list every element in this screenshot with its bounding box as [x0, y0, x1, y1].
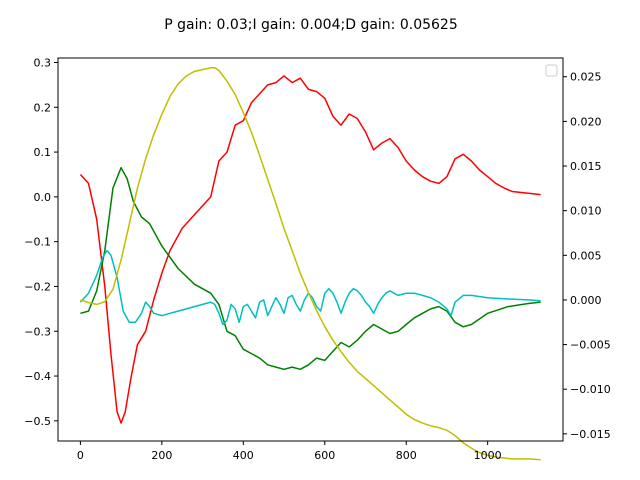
x-tick-label: 600: [314, 449, 335, 462]
x-tick-label: 0: [77, 449, 84, 462]
y-tick-label: 0.1: [34, 146, 52, 159]
y2-tick-label: 0.000: [570, 294, 602, 307]
y-tick-label: −0.1: [24, 236, 51, 249]
y-tick-label: −0.3: [24, 325, 51, 338]
x-tick-label: 400: [233, 449, 254, 462]
y-tick-label: −0.5: [24, 415, 51, 428]
series-line-2: [80, 166, 541, 371]
chart-title: P gain: 0.03;I gain: 0.004;D gain: 0.056…: [164, 17, 457, 33]
y2-tick-label: 0.010: [570, 205, 602, 218]
y-tick-label: −0.4: [24, 370, 51, 383]
y2-tick-label: 0.005: [570, 249, 602, 262]
y-tick-label: 0.2: [34, 101, 52, 114]
series-line-1: [79, 75, 541, 424]
y2-tick-label: −0.005: [570, 339, 611, 352]
y2-tick-label: −0.015: [570, 428, 611, 441]
series-line-3: [79, 249, 541, 326]
y-tick-label: −0.2: [24, 280, 51, 293]
y-tick-label: 0.0: [34, 191, 52, 204]
y2-tick-label: 0.025: [570, 71, 602, 84]
series-line-4: [80, 67, 541, 461]
y-tick-label: 0.3: [34, 56, 52, 69]
plot-area: [79, 67, 541, 461]
x-tick-label: 1000: [474, 449, 502, 462]
axes: 0 200 400 600 800 1000 −0.5 −0.4 −0.3 −0.2 −0.1 0.0…: [24, 56, 610, 462]
y2-tick-label: 0.015: [570, 160, 602, 173]
axes-frame: [57, 57, 564, 442]
x-tick-label: 200: [151, 449, 172, 462]
legend-box: [545, 64, 558, 77]
x-tick-label: 800: [396, 449, 417, 462]
y2-tick-label: −0.010: [570, 383, 611, 396]
y2-tick-label: 0.020: [570, 115, 602, 128]
